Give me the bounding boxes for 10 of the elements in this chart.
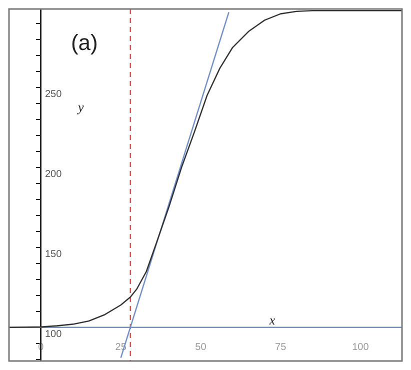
y-tick-label: 250 — [44, 89, 62, 100]
x-axis-title: x — [268, 312, 276, 328]
x-tick-label: 50 — [195, 342, 207, 354]
y-tick-label: 150 — [44, 249, 62, 260]
x-tick-label: 75 — [275, 342, 287, 354]
y-axis-title: y — [76, 100, 84, 115]
x-tick-label: 100 — [352, 342, 370, 354]
y-tick-label: 200 — [44, 169, 62, 180]
text: (a) — [70, 30, 98, 56]
y-tick-label: 100 — [44, 329, 62, 340]
